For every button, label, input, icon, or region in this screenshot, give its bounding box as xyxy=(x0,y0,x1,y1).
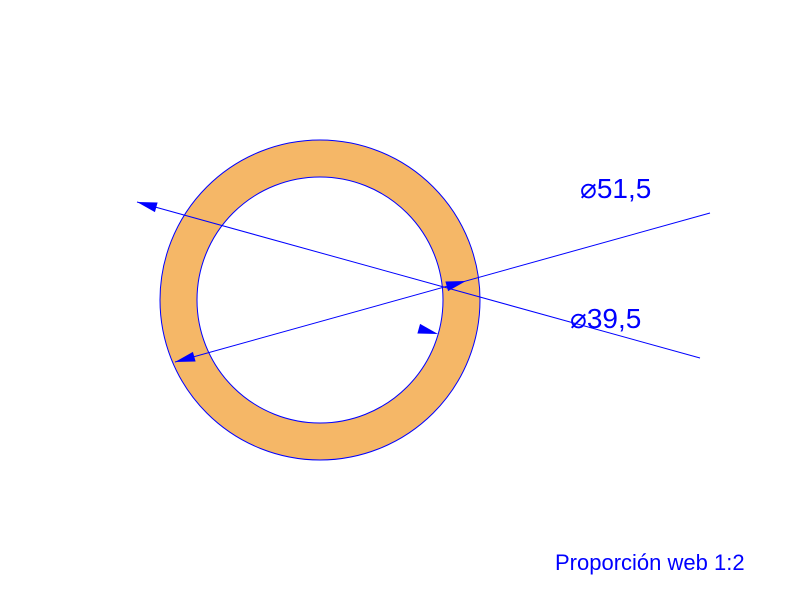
dimension-label-outer: ⌀51,5 xyxy=(580,173,651,204)
ring-profile xyxy=(160,140,480,460)
footer-proportion-label: Proporción web 1:2 xyxy=(555,550,745,575)
dimension-arrowhead xyxy=(417,324,438,334)
dimension-label-inner: ⌀39,5 xyxy=(570,303,641,334)
dimension-arrowhead xyxy=(137,202,158,212)
technical-drawing: ⌀51,5 ⌀39,5 Proporción web 1:2 xyxy=(0,0,800,600)
